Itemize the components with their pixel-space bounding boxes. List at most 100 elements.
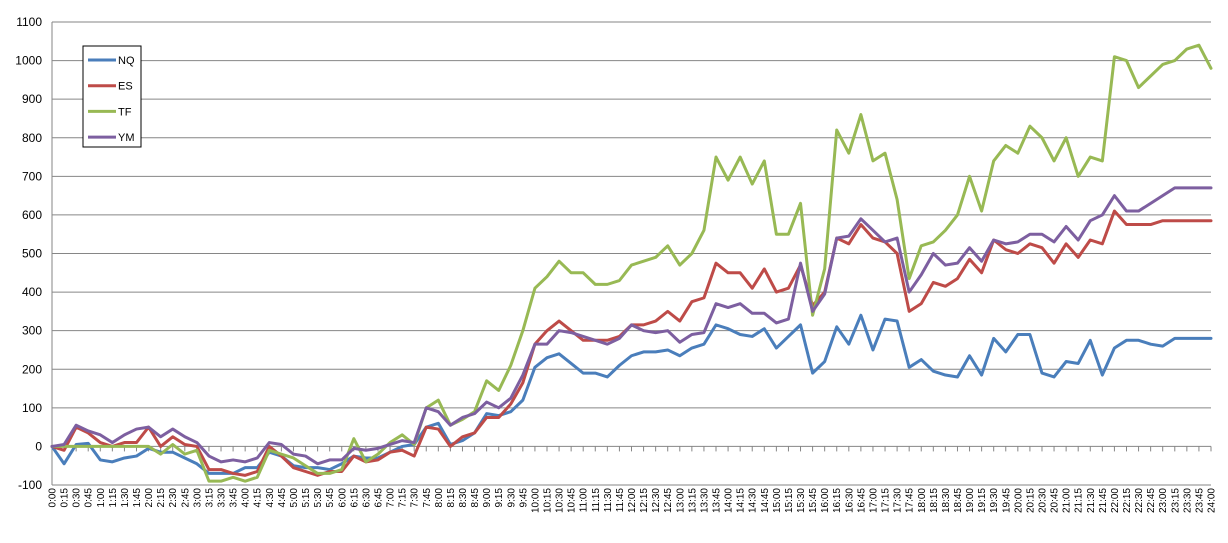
x-tick-label: 1:00 [96, 488, 107, 508]
x-tick-label: 9:00 [482, 488, 493, 508]
y-tick-label: 0 [35, 439, 42, 453]
x-tick-label: 9:15 [494, 488, 505, 508]
y-tick-label: 700 [22, 169, 42, 183]
x-tick-label: 12:15 [639, 488, 650, 513]
x-tick-label: 12:00 [627, 488, 638, 513]
x-tick-label: 9:45 [518, 488, 529, 508]
x-tick-label: 10:30 [555, 488, 566, 513]
x-tick-label: 16:00 [820, 488, 831, 513]
x-tick-label: 15:30 [796, 488, 807, 513]
x-tick-label: 2:15 [156, 488, 167, 508]
x-tick-label: 7:15 [398, 488, 409, 508]
x-tick-label: 20:00 [1013, 488, 1024, 513]
x-tick-label: 18:15 [929, 488, 940, 513]
x-tick-label: 22:15 [1122, 488, 1133, 513]
x-tick-label: 12:30 [651, 488, 662, 513]
x-tick-label: 5:15 [301, 488, 312, 508]
x-tick-label: 13:00 [675, 488, 686, 513]
x-tick-label: 11:00 [579, 488, 590, 513]
x-tick-label: 8:00 [434, 488, 445, 508]
x-tick-label: 19:15 [977, 488, 988, 513]
x-tick-label: 14:00 [724, 488, 735, 513]
x-tick-label: 19:30 [989, 488, 1000, 513]
y-axis: -100 0 100 200 300 400 500 600 700 800 900 1000 1100 [15, 15, 42, 492]
x-tick-label: 6:30 [361, 488, 372, 508]
x-tick-label: 4:30 [265, 488, 276, 508]
x-tick-label: 13:45 [712, 488, 723, 513]
x-tick-label: 9:30 [506, 488, 517, 508]
y-tick-label: 800 [22, 131, 42, 145]
x-tick-label: 1:15 [108, 488, 119, 508]
x-axis: 0:00 0:15 0:30 0:45 1:00 1:15 1:30 1:45 2:00 2:15… [48, 446, 1218, 513]
x-tick-label: 17:00 [868, 488, 879, 513]
x-tick-label: 2:45 [180, 488, 191, 508]
y-tick-label: 900 [22, 92, 42, 106]
x-tick-label: 7:45 [422, 488, 433, 508]
x-tick-label: 18:30 [941, 488, 952, 513]
x-tick-label: 4:45 [277, 488, 288, 508]
x-tick-label: 0:45 [84, 488, 95, 508]
x-tick-label: 15:45 [808, 488, 819, 513]
y-tick-label: 100 [22, 401, 42, 415]
legend: NQ ES TF YM [82, 45, 142, 148]
x-tick-label: 22:45 [1146, 488, 1157, 513]
y-tick-label: 400 [22, 285, 42, 299]
x-tick-label: 3:30 [217, 488, 228, 508]
y-tick-label: -100 [18, 478, 42, 492]
x-tick-label: 6:15 [349, 488, 360, 508]
x-tick-label: 22:00 [1110, 488, 1121, 513]
x-tick-label: 22:30 [1134, 488, 1145, 513]
x-tick-label: 1:45 [132, 488, 143, 508]
x-tick-label: 15:15 [784, 488, 795, 513]
x-tick-label: 11:45 [615, 488, 626, 513]
series-line-nq [50, 313, 1213, 475]
x-tick-label: 2:00 [144, 488, 155, 508]
x-tick-label: 2:30 [168, 488, 179, 508]
x-tick-label: 4:00 [241, 488, 252, 508]
x-tick-label: 21:30 [1086, 488, 1097, 513]
x-tick-label: 0:30 [72, 488, 83, 508]
x-tick-label: 15:00 [772, 488, 783, 513]
x-tick-label: 20:30 [1037, 488, 1048, 513]
y-tick-label: 200 [22, 362, 42, 376]
x-tick-label: 19:00 [965, 488, 976, 513]
x-tick-label: 14:30 [748, 488, 759, 513]
x-tick-label: 21:45 [1098, 488, 1109, 513]
x-tick-label: 18:00 [917, 488, 928, 513]
x-tick-label: 3:00 [192, 488, 203, 508]
x-tick-label: 10:15 [542, 488, 553, 513]
x-tick-label: 19:45 [1001, 488, 1012, 513]
x-tick-label: 5:30 [313, 488, 324, 508]
x-tick-label: 7:30 [410, 488, 421, 508]
x-tick-label: 13:30 [699, 488, 710, 513]
x-tick-label: 20:45 [1050, 488, 1061, 513]
x-tick-label: 23:15 [1170, 488, 1181, 513]
x-tick-label: 23:45 [1194, 488, 1205, 513]
y-tick-label: 500 [22, 247, 42, 261]
series-lines [50, 43, 1213, 483]
y-tick-label: 600 [22, 208, 42, 222]
x-tick-label: 23:00 [1158, 488, 1169, 513]
x-tick-label: 21:15 [1074, 488, 1085, 513]
gridlines [51, 21, 1211, 486]
x-tick-label: 20:15 [1025, 488, 1036, 513]
x-tick-label: 12:45 [663, 488, 674, 513]
x-tick-label: 5:45 [325, 488, 336, 508]
x-tick-label: 5:00 [289, 488, 300, 508]
x-tick-label: 6:00 [337, 488, 348, 508]
x-tick-label: 8:45 [470, 488, 481, 508]
legend-label-es: ES [118, 81, 133, 93]
x-tick-label: 17:45 [905, 488, 916, 513]
x-tick-label: 11:30 [603, 488, 614, 513]
x-tick-label: 16:15 [832, 488, 843, 513]
x-tick-label: 16:45 [856, 488, 867, 513]
x-tick-label: 3:15 [204, 488, 215, 508]
y-tick-label: 1000 [15, 54, 42, 68]
x-tick-label: 23:30 [1182, 488, 1193, 513]
x-tick-label: 13:15 [687, 488, 698, 513]
x-tick-label: 7:00 [386, 488, 397, 508]
x-tick-label: 3:45 [229, 488, 240, 508]
legend-label-nq: NQ [118, 55, 135, 67]
y-tick-label: 300 [22, 324, 42, 338]
